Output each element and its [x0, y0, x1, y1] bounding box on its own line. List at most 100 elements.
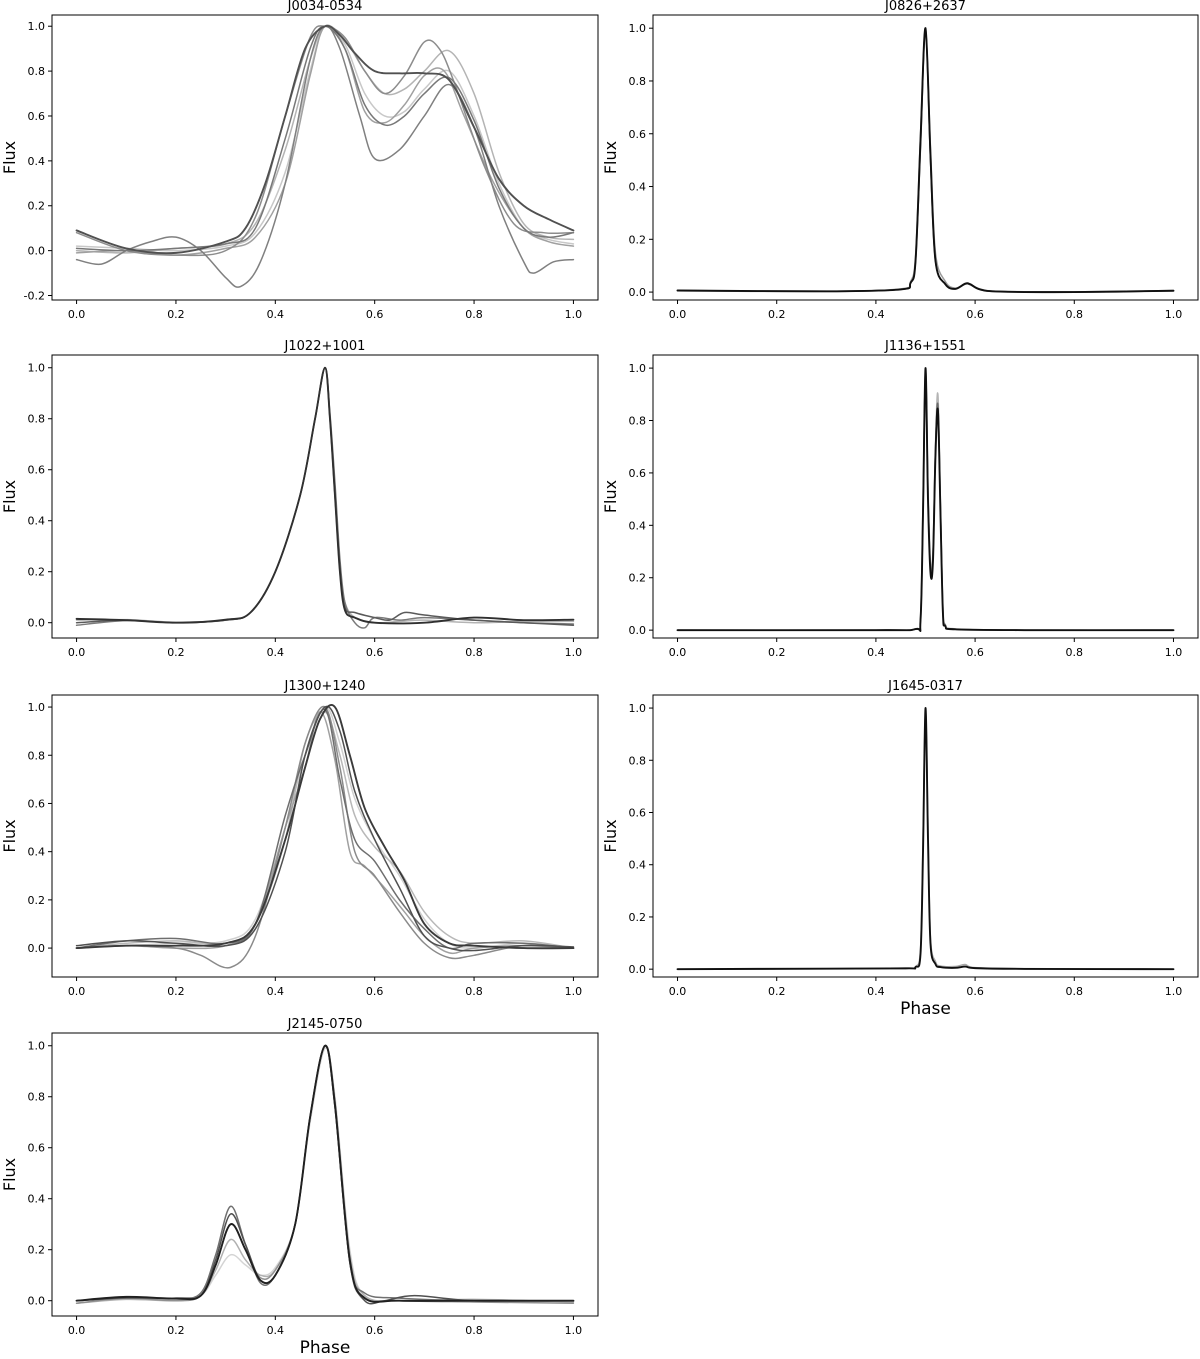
panel-j0034-0534: 0.0 0.2 0.4 0.6 0.8 1.0 -0.2 0.0 0.2 0.4 0.6 0.8 1.0…	[0, 0, 599, 321]
x-axis-label: Phase	[900, 999, 951, 1019]
x-axis-label: Phase	[300, 1338, 351, 1355]
series-line-2	[75, 711, 575, 955]
series-line-2	[676, 367, 1175, 632]
y-tick-label: 0.8	[28, 1091, 46, 1104]
x-tick-label: 0.4	[867, 308, 885, 321]
y-axis-label: Flux	[601, 141, 620, 174]
series-line-0	[75, 367, 575, 624]
y-tick-label: 1.0	[629, 362, 647, 375]
y-tick-label: 0.8	[28, 65, 46, 78]
x-tick-label: 1.0	[1165, 646, 1183, 659]
series-line-0	[676, 712, 1175, 970]
x-tick-label: 0.2	[768, 646, 786, 659]
series-line-1	[676, 27, 1175, 293]
x-tick-label: 0.8	[465, 1324, 483, 1337]
x-tick-label: 0.6	[366, 308, 384, 321]
x-tick-label: 0.4	[267, 985, 285, 998]
series-group	[75, 704, 575, 969]
y-tick-label: 0.6	[629, 807, 647, 820]
x-tick-label: 0.6	[366, 1324, 384, 1337]
panel-title: J0034-0534	[287, 0, 363, 14]
y-axis-label: Flux	[0, 141, 19, 174]
y-tick-label: 0.2	[28, 894, 46, 907]
series-line-1	[75, 24, 575, 254]
x-tick-label: 0.0	[669, 646, 687, 659]
axes-frame	[652, 354, 1199, 639]
series-line-6	[75, 24, 575, 255]
x-tick-label: 0.6	[966, 646, 984, 659]
x-tick-label: 0.2	[167, 985, 185, 998]
series-line-6	[75, 704, 575, 950]
y-tick-label: 0.4	[629, 181, 647, 194]
series-group	[75, 24, 575, 288]
series-line-2	[75, 1044, 575, 1304]
y-tick-label: 0.0	[629, 624, 647, 637]
y-axis-label: Flux	[0, 1158, 19, 1191]
y-tick-label: 0.4	[629, 859, 647, 872]
x-tick-label: 0.2	[167, 1324, 185, 1337]
panel-title: J1136+1551	[884, 339, 966, 354]
series-line-0	[676, 372, 1175, 631]
series-group	[75, 1044, 575, 1305]
series-line-4	[75, 25, 575, 288]
x-tick-label: 0.8	[1066, 308, 1084, 321]
y-axis-label: Flux	[0, 819, 19, 852]
y-tick-label: 0.8	[28, 749, 46, 762]
y-tick-label: 0.6	[28, 110, 46, 123]
panel-j1136+1551: 0.0 0.2 0.4 0.6 0.8 1.0 0.0 0.2 0.4 0.6 0.8 1.0 J113…	[601, 339, 1199, 659]
x-tick-label: 0.8	[465, 646, 483, 659]
series-line-3	[75, 366, 575, 625]
panel-title: J1645-0317	[887, 679, 963, 694]
panel-j0826+2637: 0.0 0.2 0.4 0.6 0.8 1.0 0.0 0.2 0.4 0.6 0.8 1.0 J082…	[601, 0, 1199, 321]
x-tick-label: 0.4	[867, 646, 885, 659]
x-tick-label: 0.8	[1066, 646, 1084, 659]
series-line-1	[75, 711, 575, 949]
series-line-4	[75, 708, 575, 950]
y-tick-label: 1.0	[629, 702, 647, 715]
y-tick-label: 0.4	[629, 519, 647, 532]
x-tick-label: 1.0	[1165, 308, 1183, 321]
series-line-0	[75, 24, 575, 252]
y-tick-label: 0.8	[629, 754, 647, 767]
x-tick-label: 0.0	[68, 308, 86, 321]
y-tick-label: 0.0	[28, 617, 46, 630]
x-tick-label: 0.6	[366, 646, 384, 659]
series-line-2	[75, 24, 575, 256]
y-tick-label: 0.4	[28, 846, 46, 859]
x-tick-label: 0.2	[167, 646, 185, 659]
y-tick-label: 0.0	[629, 286, 647, 299]
series-line-2	[75, 367, 575, 626]
x-tick-label: 0.4	[267, 308, 285, 321]
y-tick-label: 0.6	[28, 797, 46, 810]
panel-title: J1300+1240	[284, 679, 366, 694]
axes-frame	[652, 14, 1199, 301]
series-group	[676, 367, 1175, 632]
x-tick-label: 0.6	[966, 985, 984, 998]
x-tick-label: 0.4	[267, 646, 285, 659]
series-line-2	[676, 27, 1175, 294]
y-tick-label: 0.6	[629, 467, 647, 480]
x-tick-label: 0.4	[867, 985, 885, 998]
y-tick-label: 0.0	[28, 245, 46, 258]
series-group	[676, 707, 1175, 971]
panel-title: J0826+2637	[884, 0, 966, 14]
series-line-1	[75, 1044, 575, 1304]
x-tick-label: 0.2	[768, 985, 786, 998]
axes-frame	[51, 694, 599, 978]
y-tick-label: 0.2	[28, 566, 46, 579]
panel-j1645-0317: 0.0 0.2 0.4 0.6 0.8 1.0 0.0 0.2 0.4 0.6 0.8 1.0 J164…	[601, 679, 1199, 1019]
series-line-1	[75, 366, 575, 629]
x-tick-label: 0.4	[267, 1324, 285, 1337]
series-line-3	[75, 1044, 575, 1302]
series-line-0	[75, 706, 575, 949]
y-tick-label: -0.2	[24, 290, 45, 303]
panel-j1022+1001: 0.0 0.2 0.4 0.6 0.8 1.0 0.0 0.2 0.4 0.6 0.8 1.0 J102…	[0, 339, 599, 659]
y-tick-label: 0.2	[629, 572, 647, 585]
x-tick-label: 0.6	[966, 308, 984, 321]
series-group	[676, 27, 1175, 294]
panel-j2145-0750: 0.0 0.2 0.4 0.6 0.8 1.0 0.0 0.2 0.4 0.6 0.8 1.0 J214…	[0, 1017, 599, 1358]
series-line-3	[75, 25, 575, 257]
y-tick-label: 0.4	[28, 155, 46, 168]
panel-title: J1022+1001	[284, 339, 366, 354]
